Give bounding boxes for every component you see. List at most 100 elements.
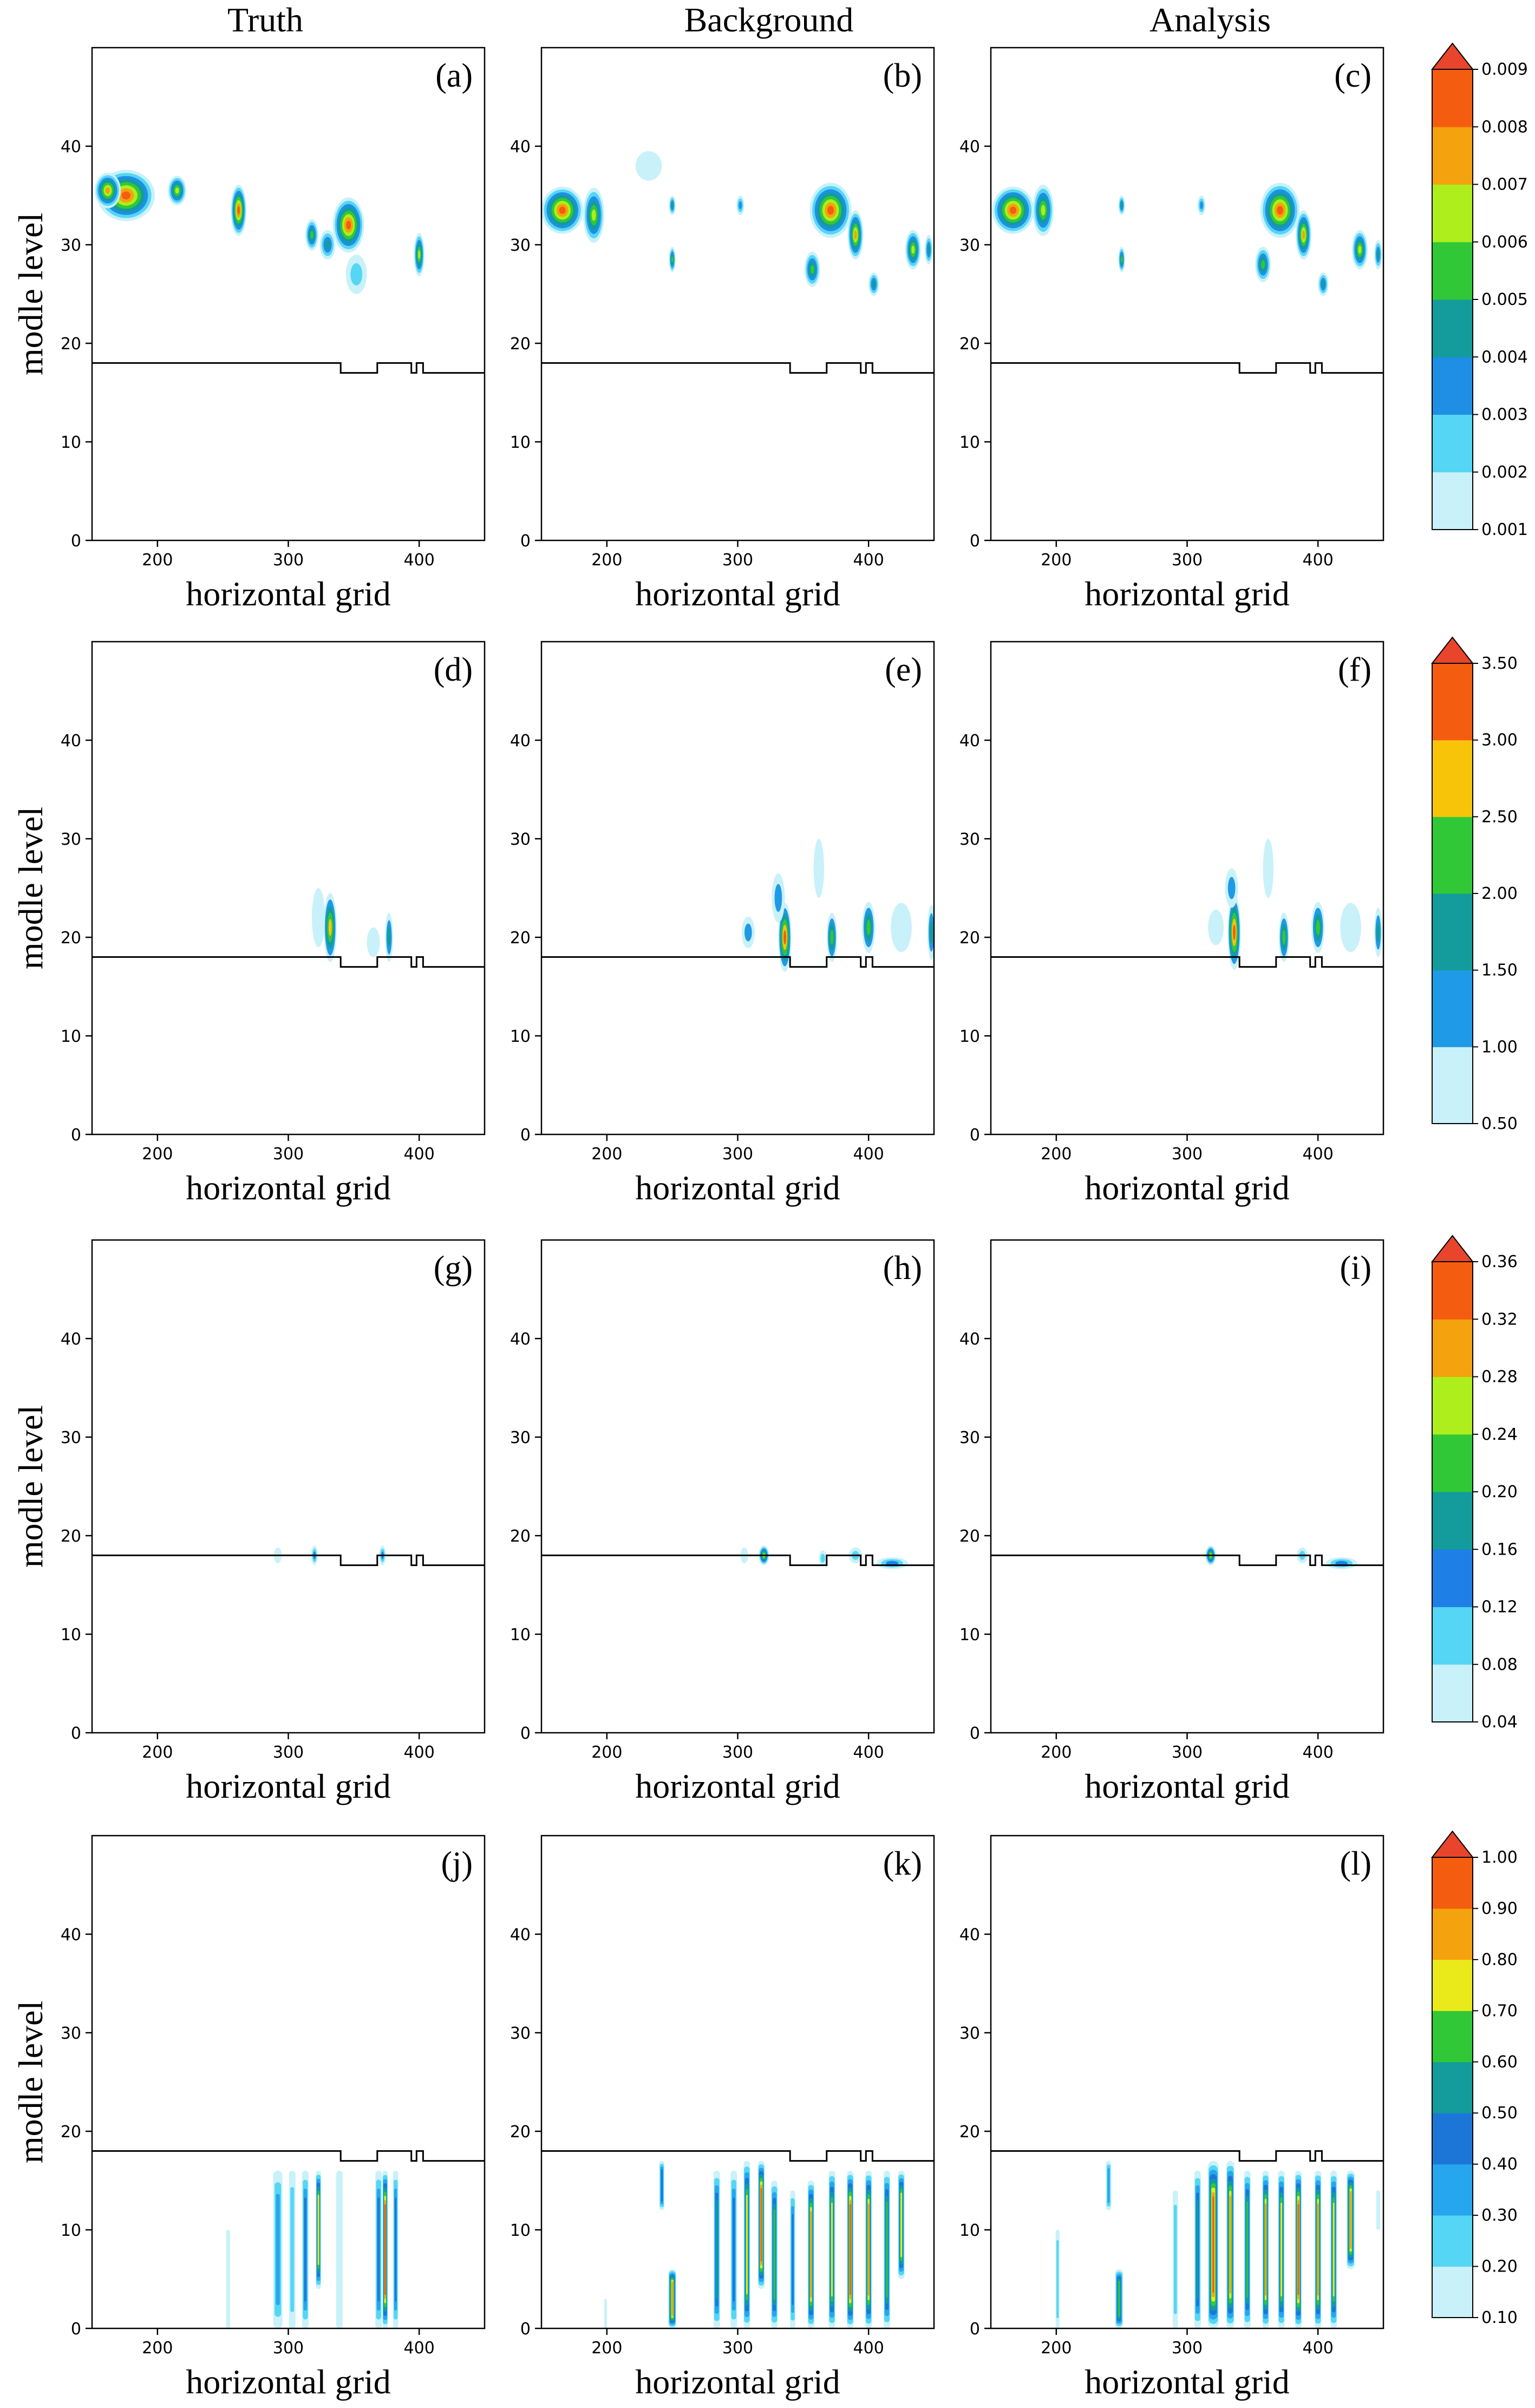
contour-level: [1277, 206, 1283, 215]
y-axis-label: modle level: [11, 807, 50, 969]
contour-level: [1246, 2201, 1249, 2298]
y-tick-label: 20: [510, 929, 531, 948]
panel-i: 200 300 400 0 10 20 30 40 (i) horizontal grid: [959, 1239, 1384, 1805]
contour-column: [828, 2170, 835, 2328]
panel-label: (e): [885, 651, 922, 688]
contour-level: [774, 884, 782, 912]
x-tick-label: 300: [1172, 2339, 1203, 2358]
contour-column: [273, 2170, 283, 2328]
contour-level: [854, 230, 857, 239]
contour-level: [1297, 2204, 1299, 2295]
contour-level: [1233, 924, 1236, 941]
contour-blob: [345, 254, 367, 294]
contour-level: [377, 2197, 380, 2302]
y-axis-label: modle level: [11, 2001, 50, 2163]
contour-column: [1244, 2170, 1251, 2328]
plot-frame: [91, 1239, 486, 1734]
contour-column: [898, 2170, 905, 2279]
contour-column: [1330, 2170, 1337, 2328]
colorbar-swatch: [1432, 2215, 1473, 2267]
colorbar-tick-label: 0.36: [1481, 1252, 1518, 1271]
x-tick-label: 400: [404, 2339, 435, 2358]
contour-blob: [1118, 195, 1125, 216]
terrain-line: [92, 956, 485, 968]
y-tick-label: 0: [970, 1126, 980, 1145]
contour-blob: [319, 230, 336, 260]
contour-level: [1227, 877, 1236, 899]
contour-blob: [862, 902, 876, 954]
terrain-line: [541, 1554, 934, 1567]
colorbar-group: 0.001 0.002 0.003 0.004 0.005 0.006 0.007 0.008…: [1431, 42, 1528, 2327]
x-axis-label: horizontal grid: [635, 2363, 840, 2401]
y-tick-label: 0: [71, 2320, 81, 2339]
contour-level: [336, 2170, 343, 2328]
y-tick-label: 30: [510, 1428, 531, 1447]
contour-level: [328, 919, 332, 936]
contour-blob: [583, 187, 604, 243]
contour-blob: [1374, 239, 1382, 270]
y-tick-label: 20: [61, 2123, 81, 2142]
contour-blob: [826, 912, 838, 962]
x-tick-label: 200: [1041, 1743, 1072, 1762]
contour-level: [830, 930, 834, 945]
colorbar-swatch: [1432, 1857, 1473, 1909]
terrain-line: [541, 362, 934, 374]
y-tick-label: 0: [520, 2320, 531, 2339]
panel-label: (j): [441, 1845, 473, 1882]
column-title-truth: Truth: [227, 1, 303, 39]
x-tick-label: 400: [404, 1145, 435, 1164]
panel-label: (g): [434, 1250, 473, 1287]
colorbar-tick-label: 0.003: [1481, 406, 1528, 425]
plot-frame: [540, 1239, 935, 1734]
y-tick-label: 40: [959, 138, 980, 156]
contour-level: [900, 2192, 903, 2257]
y-tick-label: 0: [970, 1724, 980, 1743]
y-tick-label: 10: [959, 2221, 980, 2240]
y-tick-label: 10: [510, 1027, 531, 1046]
colorbar-tick-label: 0.70: [1481, 2001, 1518, 2020]
contour-column: [865, 2170, 872, 2328]
colorbar-swatch: [1432, 1959, 1473, 2011]
x-tick-label: 300: [273, 2339, 304, 2358]
colorbar-swatch: [1432, 472, 1473, 530]
y-tick-label: 10: [61, 433, 81, 452]
x-tick-label: 200: [591, 1145, 622, 1164]
panel-label: (c): [1334, 57, 1371, 94]
contour-blob: [541, 186, 584, 234]
terrain-line: [991, 1554, 1383, 1567]
colorbar-tick-label: 0.005: [1481, 290, 1528, 309]
contour-level: [1107, 2168, 1110, 2203]
y-tick-label: 10: [61, 1626, 81, 1645]
contour-column: [1226, 2161, 1234, 2328]
contour-level: [304, 2197, 306, 2302]
colorbar-tick-label: 0.28: [1481, 1368, 1518, 1387]
colorbar-swatch: [1432, 357, 1473, 415]
panel-label: (l): [1340, 1845, 1371, 1882]
contour-level: [1350, 2191, 1352, 2249]
contour-blob: [1263, 839, 1273, 898]
colorbar-tick-label: 0.001: [1481, 520, 1528, 539]
contour-level: [325, 240, 330, 250]
contour-column: [659, 2161, 665, 2210]
x-axis-label: horizontal grid: [635, 575, 840, 613]
x-tick-label: 300: [1172, 551, 1203, 570]
contour-level: [773, 2209, 775, 2300]
y-tick-label: 0: [71, 1126, 81, 1145]
y-tick-label: 30: [61, 830, 81, 849]
contour-blob: [1311, 902, 1325, 954]
contour-level: [1010, 206, 1017, 214]
contour-column: [883, 2170, 891, 2328]
contour-level: [739, 201, 742, 210]
contour-level: [105, 187, 110, 194]
panel-a: 200 300 400 0 10 20 30 40 (a) horizontal grid modl…: [11, 47, 486, 613]
contour-level: [591, 209, 596, 221]
contour-level: [290, 2187, 295, 2312]
contour-blob: [868, 272, 879, 296]
y-tick-label: 10: [959, 433, 980, 452]
y-tick-label: 30: [61, 1428, 81, 1447]
plot-frame: [91, 641, 486, 1136]
contour-level: [1173, 2204, 1177, 2314]
colorbar-tick-label: 0.20: [1481, 1483, 1518, 1502]
colorbar-swatch: [1432, 1664, 1473, 1722]
panel-label: (d): [434, 651, 473, 688]
